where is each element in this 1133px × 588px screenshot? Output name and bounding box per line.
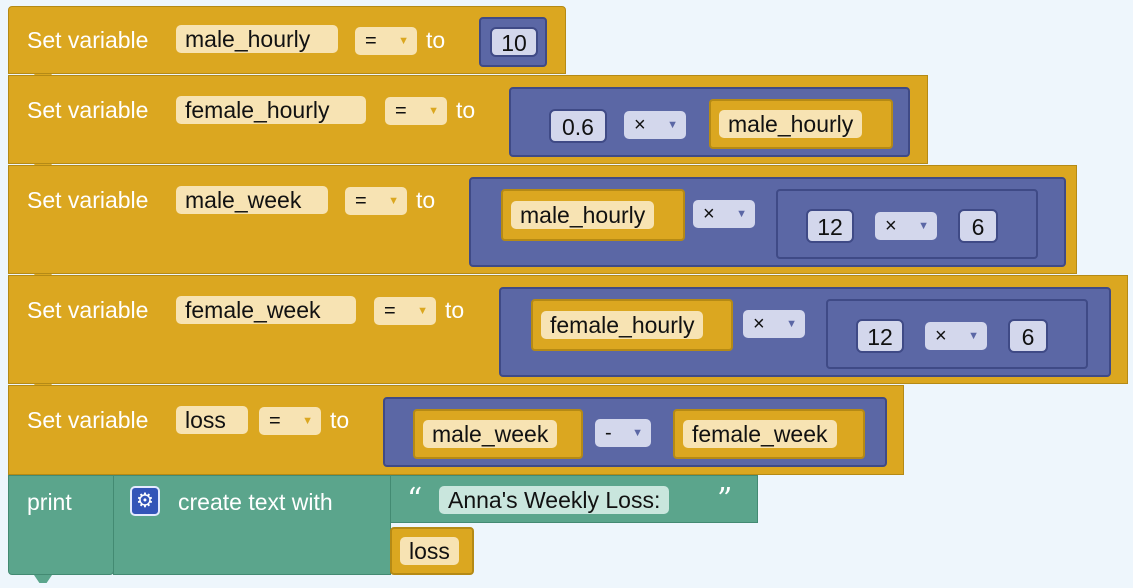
create-text-with-label: create text with (178, 489, 333, 515)
multiply-block-inner[interactable]: 12 × ▼ 6 (776, 189, 1038, 259)
multiply-block[interactable]: 0.6 × ▼ male_hourly (509, 87, 910, 157)
chevron-down-icon: ▼ (736, 208, 747, 220)
variable-name-field[interactable]: female_hourly (541, 311, 704, 339)
assign-operator-dropdown[interactable]: = ▼ (259, 407, 321, 435)
multiply-block-inner[interactable]: 12 × ▼ 6 (826, 299, 1088, 369)
chevron-down-icon: ▼ (428, 105, 439, 117)
create-text-with-block[interactable]: ⚙ create text with (113, 475, 391, 575)
number-value[interactable]: 10 (490, 27, 538, 57)
chevron-down-icon: ▼ (918, 220, 929, 232)
set-variable-label: Set variable (27, 97, 149, 123)
chevron-down-icon: ▼ (667, 119, 678, 131)
chevron-down-icon: ▼ (302, 415, 313, 427)
text-string-field[interactable]: Anna's Weekly Loss: (439, 486, 670, 514)
minus-operator-dropdown[interactable]: - ▼ (595, 419, 651, 447)
set-variable-label: Set variable (27, 27, 149, 53)
text-string-block[interactable]: “ Anna's Weekly Loss: ” (390, 475, 758, 523)
assign-operator-dropdown[interactable]: = ▼ (355, 27, 417, 55)
to-label: to (330, 407, 350, 433)
variable-name-field[interactable]: male_week (176, 186, 328, 214)
multiply-operator-dropdown[interactable]: × ▼ (743, 310, 805, 338)
number-block[interactable]: 10 (479, 17, 547, 67)
assign-operator-dropdown[interactable]: = ▼ (385, 97, 447, 125)
set-variable-block-loss[interactable]: Set variable loss = ▼ to male_week - ▼ fem… (8, 385, 904, 475)
variable-name-field[interactable]: female_week (683, 420, 837, 448)
variable-name-field[interactable]: loss (176, 406, 248, 434)
variable-getter-block[interactable]: female_week (673, 409, 865, 459)
variable-name-field[interactable]: male_hourly (511, 201, 655, 229)
set-variable-block-male-week[interactable]: Set variable male_week = ▼ to male_hourly… (8, 165, 1077, 274)
variable-name-field[interactable]: male_hourly (176, 25, 338, 53)
multiply-block[interactable]: male_hourly × ▼ 12 × ▼ 6 (469, 177, 1066, 267)
to-label: to (426, 27, 446, 53)
to-label: to (445, 297, 465, 323)
variable-getter-block[interactable]: male_week (413, 409, 583, 459)
chevron-down-icon: ▼ (417, 305, 428, 317)
set-variable-label: Set variable (27, 187, 149, 213)
print-block[interactable]: print (8, 475, 114, 575)
quote-close-icon: ” (717, 482, 733, 517)
to-label: to (416, 187, 436, 213)
print-label: print (27, 489, 72, 515)
quote-open-icon: “ (407, 482, 423, 517)
set-variable-label: Set variable (27, 407, 149, 433)
variable-name-field[interactable]: male_hourly (719, 110, 863, 138)
variable-getter-block[interactable]: loss (390, 527, 474, 575)
variable-name-field[interactable]: male_week (423, 420, 558, 448)
chevron-down-icon: ▼ (786, 318, 797, 330)
chevron-down-icon: ▼ (968, 330, 979, 342)
number-value[interactable]: 6 (958, 209, 998, 243)
variable-name-field[interactable]: loss (400, 537, 459, 565)
set-variable-block-male-hourly[interactable]: Set variable male_hourly = ▼ to 10 (8, 6, 566, 74)
chevron-down-icon: ▼ (398, 35, 409, 47)
to-label: to (456, 97, 476, 123)
number-value[interactable]: 6 (1008, 319, 1048, 353)
chevron-down-icon: ▼ (632, 427, 643, 439)
set-variable-block-female-hourly[interactable]: Set variable female_hourly = ▼ to 0.6 × ▼ … (8, 75, 928, 164)
multiply-operator-dropdown[interactable]: × ▼ (925, 322, 987, 350)
set-variable-block-female-week[interactable]: Set variable female_week = ▼ to female_ho… (8, 275, 1128, 384)
assign-operator-dropdown[interactable]: = ▼ (345, 187, 407, 215)
multiply-operator-dropdown[interactable]: × ▼ (875, 212, 937, 240)
number-value[interactable]: 12 (806, 209, 854, 243)
block-connector (34, 575, 52, 583)
multiply-operator-dropdown[interactable]: × ▼ (693, 200, 755, 228)
subtract-block[interactable]: male_week - ▼ female_week (383, 397, 887, 467)
variable-getter-block[interactable]: male_hourly (501, 189, 685, 241)
chevron-down-icon: ▼ (388, 195, 399, 207)
number-value[interactable]: 12 (856, 319, 904, 353)
number-value[interactable]: 0.6 (549, 109, 607, 143)
gear-icon[interactable]: ⚙ (130, 486, 160, 516)
assign-operator-dropdown[interactable]: = ▼ (374, 297, 436, 325)
multiply-block[interactable]: female_hourly × ▼ 12 × ▼ 6 (499, 287, 1111, 377)
variable-name-field[interactable]: female_hourly (176, 96, 366, 124)
variable-getter-block[interactable]: male_hourly (709, 99, 893, 149)
variable-name-field[interactable]: female_week (176, 296, 356, 324)
variable-getter-block[interactable]: female_hourly (531, 299, 733, 351)
multiply-operator-dropdown[interactable]: × ▼ (624, 111, 686, 139)
set-variable-label: Set variable (27, 297, 149, 323)
